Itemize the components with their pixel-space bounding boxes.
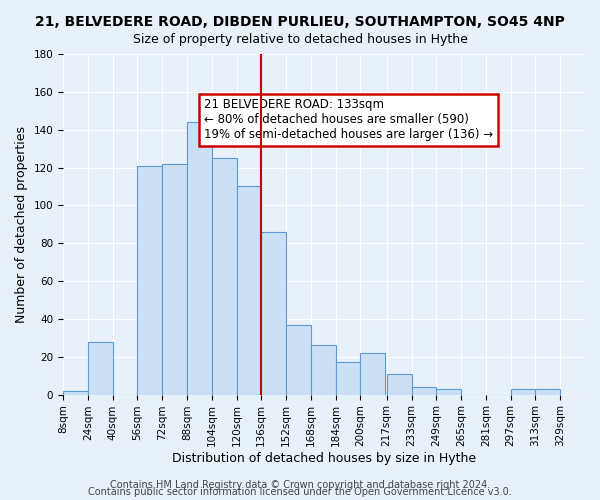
Bar — [436, 389, 461, 394]
Bar — [335, 362, 361, 394]
Y-axis label: Number of detached properties: Number of detached properties — [15, 126, 28, 323]
Text: 21, BELVEDERE ROAD, DIBDEN PURLIEU, SOUTHAMPTON, SO45 4NP: 21, BELVEDERE ROAD, DIBDEN PURLIEU, SOUT… — [35, 15, 565, 29]
Bar — [511, 389, 535, 394]
Bar — [187, 122, 212, 394]
Text: Contains public sector information licensed under the Open Government Licence v3: Contains public sector information licen… — [88, 487, 512, 497]
Bar — [361, 353, 385, 395]
Bar — [412, 387, 436, 394]
Bar — [63, 391, 88, 394]
Bar — [535, 389, 560, 394]
Bar — [311, 346, 335, 395]
Bar — [261, 232, 286, 394]
Bar — [286, 324, 311, 394]
Bar — [212, 158, 236, 394]
Bar — [236, 186, 261, 394]
Bar — [137, 166, 162, 394]
Bar — [88, 342, 113, 394]
X-axis label: Distribution of detached houses by size in Hythe: Distribution of detached houses by size … — [172, 452, 476, 465]
Bar — [387, 374, 412, 394]
Text: Contains HM Land Registry data © Crown copyright and database right 2024.: Contains HM Land Registry data © Crown c… — [110, 480, 490, 490]
Text: 21 BELVEDERE ROAD: 133sqm
← 80% of detached houses are smaller (590)
19% of semi: 21 BELVEDERE ROAD: 133sqm ← 80% of detac… — [204, 98, 493, 142]
Bar — [162, 164, 187, 394]
Text: Size of property relative to detached houses in Hythe: Size of property relative to detached ho… — [133, 32, 467, 46]
